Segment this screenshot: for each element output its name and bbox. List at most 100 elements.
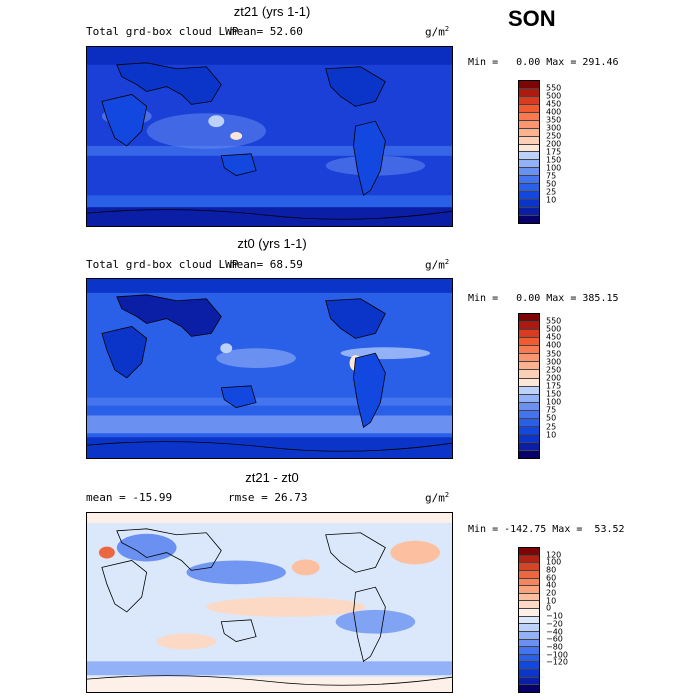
colorbar-tick-label: −40 [546, 627, 563, 637]
colorbar-tick-label: 0 [546, 603, 552, 613]
colorbar-swatch [519, 685, 539, 692]
colorbar-swatch [519, 96, 539, 105]
colorbar-tick-label: 500 [546, 91, 562, 101]
colorbar-swatch [519, 586, 539, 594]
colorbar-tick-label: 100 [546, 163, 562, 173]
panel-2-mean: mean= 68.59 [230, 258, 303, 271]
panel-1-units: g/m2 [425, 25, 450, 39]
colorbar-swatch [519, 208, 539, 216]
colorbar-tick-label: 550 [546, 83, 562, 93]
colorbar-swatch [519, 330, 539, 339]
colorbar-tick-label: 120 [546, 550, 562, 560]
colorbar-tick-label: −100 [546, 650, 568, 660]
colorbar-swatch [519, 451, 539, 459]
panel-1-mean: mean= 52.60 [230, 25, 303, 38]
colorbar-tick-label: −60 [546, 634, 563, 644]
colorbar-tick-label: 450 [546, 332, 562, 342]
colorbar-swatch [519, 370, 539, 379]
colorbar-swatch [519, 215, 539, 223]
colorbar-swatch [519, 200, 539, 208]
colorbar-swatch [519, 362, 539, 371]
colorbar-swatch [519, 578, 539, 587]
colorbar-tick-label: −20 [546, 619, 563, 629]
panel-3-rmse: rmse = 26.73 [228, 491, 308, 504]
colorbar-swatch [519, 168, 539, 177]
colorbar-swatch [519, 443, 539, 452]
colorbar-tick-label: 350 [546, 349, 562, 359]
colorbar-tick-label: 550 [546, 316, 562, 326]
colorbar-tick-label: 10 [546, 430, 557, 440]
colorbar-tick-label: 10 [546, 596, 557, 606]
colorbar-tick-label: −120 [546, 657, 568, 667]
colorbar-tick-label: 400 [546, 107, 562, 117]
colorbar-swatch [519, 570, 539, 579]
colorbar-swatch [519, 184, 539, 193]
colorbar-tick-label: 200 [546, 373, 562, 383]
colorbar-swatch [519, 192, 539, 201]
panel-1-map [86, 46, 453, 227]
panel-1-field-label: Total grd-box cloud LWP [86, 25, 239, 38]
panel-1-minmax: Min = 0.00 Max = 291.46 [468, 57, 619, 68]
colorbar-tick-label: 175 [546, 147, 562, 157]
colorbar-swatch [519, 354, 539, 363]
colorbar-swatch [519, 654, 539, 663]
colorbar-tick-label: 40 [546, 580, 557, 590]
colorbar-swatch [519, 609, 539, 617]
colorbar-swatch [519, 593, 539, 602]
panel-2-title: zt0 (yrs 1-1) [237, 236, 307, 251]
colorbar-swatch [519, 631, 539, 640]
panel-2-map [86, 278, 453, 459]
colorbar-swatch [519, 81, 539, 89]
colorbar-tick-label: 20 [546, 588, 557, 598]
season-label: SON [508, 6, 556, 31]
colorbar-tick-label: 100 [546, 557, 562, 567]
colorbar-tick-label: 250 [546, 365, 562, 375]
colorbar-tick-label: 60 [546, 573, 557, 583]
colorbar-swatch [519, 394, 539, 403]
colorbar-swatch [519, 670, 539, 678]
colorbar-tick-label: 25 [546, 422, 557, 432]
colorbar-swatch [519, 555, 539, 564]
colorbar-tick-label: 50 [546, 413, 557, 423]
panel-3-minmax: Min = -142.75 Max = 53.52 [468, 524, 625, 535]
colorbar-tick-label: 300 [546, 123, 562, 133]
colorbar-swatch [519, 176, 539, 185]
colorbar-swatch [519, 402, 539, 411]
colorbar-swatch [519, 647, 539, 655]
colorbar-tick-label: 450 [546, 99, 562, 109]
colorbar-swatch [519, 346, 539, 355]
colorbar-swatch [519, 104, 539, 113]
colorbar-swatch [519, 563, 539, 571]
colorbar-swatch [519, 677, 539, 686]
colorbar-swatch [519, 88, 539, 97]
colorbar-tick-label: 300 [546, 357, 562, 367]
colorbar-swatch [519, 338, 539, 347]
colorbar-tick-label: 25 [546, 187, 557, 197]
colorbar-swatch [519, 144, 539, 153]
colorbar-tick-label: 150 [546, 389, 562, 399]
colorbar-swatch [519, 410, 539, 419]
colorbar-swatch [519, 601, 539, 609]
colorbar-tick-label: 150 [546, 155, 562, 165]
colorbar-tick-label: 50 [546, 179, 557, 189]
colorbar-tick-label: 75 [546, 171, 557, 181]
panel-3-units: g/m2 [425, 491, 450, 505]
colorbar-swatch [519, 426, 539, 435]
colorbar-swatch [519, 136, 539, 145]
colorbar-swatch [519, 378, 539, 387]
colorbar-swatch [519, 624, 539, 632]
panel-3-colorbar [518, 547, 540, 693]
panel-2-colorbar [518, 313, 540, 459]
colorbar-swatch [519, 120, 539, 129]
colorbar-tick-label: −10 [546, 611, 563, 621]
colorbar-tick-label: 10 [546, 195, 557, 205]
colorbar-swatch [519, 314, 539, 323]
colorbar-tick-label: 100 [546, 397, 562, 407]
panel-3-mean: mean = -15.99 [86, 491, 173, 504]
colorbar-swatch [519, 128, 539, 137]
colorbar-swatch [519, 418, 539, 427]
colorbar-swatch [519, 386, 539, 395]
colorbar-tick-label: 80 [546, 565, 557, 575]
colorbar-swatch [519, 662, 539, 670]
colorbar-tick-label: −80 [546, 642, 563, 652]
